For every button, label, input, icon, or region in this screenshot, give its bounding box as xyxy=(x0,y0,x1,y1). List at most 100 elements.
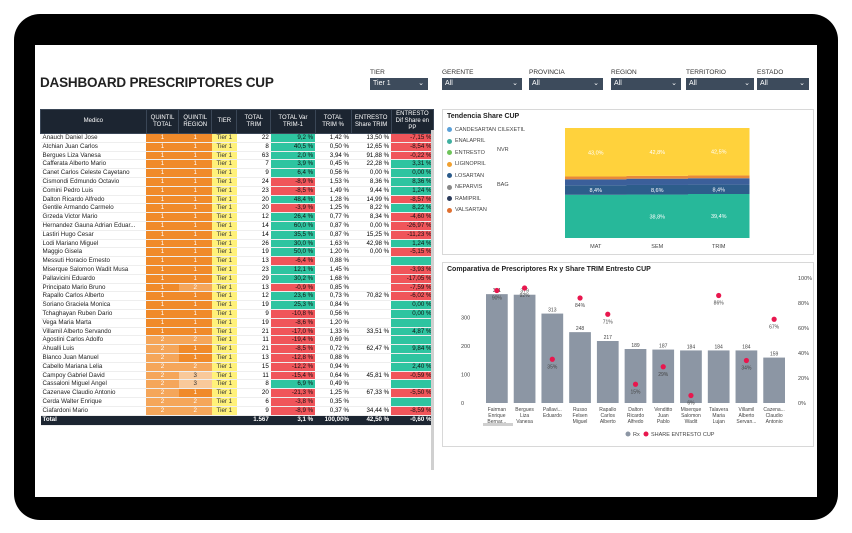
table-row[interactable]: Miserque Salomon Wadit Musa 1 1 Tier 1 23 12,… xyxy=(40,265,434,275)
dashboard-screen: DASHBOARD PRESCRIPTORES CUP TIER Tier 1 ⌄ G… xyxy=(35,45,817,497)
share-point[interactable] xyxy=(743,357,750,364)
stack-segment[interactable] xyxy=(688,128,750,176)
stack-segment[interactable] xyxy=(565,185,627,195)
table-row[interactable]: Cafferata Alberto Mario 1 1 Tier 1 7 3,9 % 0,4… xyxy=(40,159,434,170)
stack-segment[interactable] xyxy=(626,175,689,179)
table-row[interactable]: Dalton Ricardo Alfredo 1 1 Tier 1 20 48,4 % 1,… xyxy=(40,195,434,205)
stack-segment[interactable] xyxy=(565,179,627,186)
share-point[interactable] xyxy=(716,292,722,299)
column-header[interactable]: ENTRESTO Dif Share en PP xyxy=(390,109,435,134)
table-row[interactable]: Soriano Graciela Monica 1 1 Tier 1 19 25,3 % 0… xyxy=(40,300,434,310)
column-header[interactable]: TIER xyxy=(211,109,238,134)
rx-bar[interactable] xyxy=(513,294,536,403)
share-point[interactable] xyxy=(660,364,666,370)
rx-bar[interactable] xyxy=(486,294,508,403)
stack-segment[interactable] xyxy=(626,178,689,185)
chart-scrollbar[interactable] xyxy=(483,423,513,426)
stack-segment[interactable] xyxy=(688,175,750,179)
share-point[interactable] xyxy=(577,295,583,301)
table-row[interactable]: Canet Carlos Celeste Cayetano 1 1 Tier 1 9 6,… xyxy=(40,168,434,178)
legend-item[interactable]: ENTRESTO xyxy=(447,147,525,159)
legend-item[interactable]: LOSARTAN xyxy=(447,170,525,182)
table-row[interactable]: Rapallo Carlos Alberto 1 1 Tier 1 12 23,6 % 0,… xyxy=(40,291,434,302)
legend-item[interactable]: LIGINOPRIL xyxy=(447,159,525,171)
column-header[interactable]: TOTAL TRIM xyxy=(236,109,272,134)
rx-bar[interactable] xyxy=(707,350,730,403)
rx-bar[interactable] xyxy=(763,357,785,403)
table-row[interactable]: Cismondi Edmundo Octavio 1 1 Tier 1 24 -8,9 %… xyxy=(40,177,434,187)
filter-provincia[interactable]: PROVINCIA All ⌄ xyxy=(529,69,603,90)
rx-bar[interactable] xyxy=(624,349,647,403)
share-point[interactable] xyxy=(549,356,555,362)
legend-item[interactable]: VALSARTAN xyxy=(447,205,525,217)
filter-tier[interactable]: TIER Tier 1 ⌄ xyxy=(370,69,428,90)
rx-bar[interactable] xyxy=(680,350,702,403)
table-row[interactable]: Atchian Juan Carlos 1 1 Tier 1 8 40,5 % 0,50 %… xyxy=(40,142,434,152)
share-point[interactable] xyxy=(632,381,639,387)
table-row[interactable]: Messuti Horacio Ernesto 1 1 Tier 1 13 -6,4 % 0… xyxy=(40,256,434,266)
rx-bar[interactable] xyxy=(735,350,758,403)
stack-segment[interactable] xyxy=(688,194,750,238)
share-point[interactable] xyxy=(771,316,777,322)
table-row[interactable]: Villamil Alberto Servando 1 1 Tier 1 21 -17,0… xyxy=(40,327,434,337)
table-row[interactable]: Campoy Gabriel David 2 3 Tier 1 11 -15,4 % 0,6… xyxy=(40,371,434,381)
table-row[interactable]: Cassaloni Miguel Angel 2 3 Tier 1 8 6,9 % 0,49… xyxy=(40,379,434,390)
legend-item[interactable]: ENALAPRIL xyxy=(447,136,525,148)
table-row[interactable]: Agostini Carlos Adolfo 2 2 Tier 1 11 -19,4 % 0… xyxy=(40,335,434,346)
table-row[interactable]: Tchaghayan Ruben Dario 1 1 Tier 1 9 -10,8 % 0,… xyxy=(40,309,434,319)
filter-dropdown[interactable]: All ⌄ xyxy=(611,78,681,90)
table-row[interactable]: Anauch Daniel Jose 1 1 Tier 1 22 9,2 % 1,42 % 1… xyxy=(40,133,434,143)
table-row[interactable]: Vega Maria Marta 1 1 Tier 1 19 -8,6 % 1,20 % xyxy=(40,318,434,328)
table-row[interactable]: Bergues Liza Vanesa 1 1 Tier 1 63 2,0 % 3,94 %… xyxy=(40,151,434,161)
legend-item[interactable]: NEPARVIS xyxy=(447,182,525,194)
table-row[interactable]: Principato Mario Bruno 1 2 Tier 1 13 -0,9 % 0,… xyxy=(40,283,434,293)
column-header[interactable]: QUINTIL REGION xyxy=(178,109,213,134)
table-row[interactable]: Cerda Walter Enrique 2 2 Tier 1 6 -3,8 % 0,35 … xyxy=(40,397,434,407)
column-header[interactable]: Medico xyxy=(40,109,147,134)
table-row[interactable]: Cazenave Claudio Antonio 2 1 Tier 1 20 -21,3 … xyxy=(40,388,434,398)
stack-segment[interactable] xyxy=(626,184,689,195)
filter-estado[interactable]: ESTADO All ⌄ xyxy=(757,69,809,90)
table-scrollbar[interactable] xyxy=(431,130,434,470)
stack-segment[interactable] xyxy=(688,184,750,194)
stack-segment[interactable] xyxy=(626,194,689,238)
table-row[interactable]: Ahualli Luis 2 1 Tier 1 21 -8,5 % 0,72 % 62,47 … xyxy=(40,344,434,354)
stack-segment[interactable] xyxy=(626,128,689,176)
table-row[interactable]: Grzeda Victor Mario 1 1 Tier 1 12 26,4 % 0,77 … xyxy=(40,212,434,222)
stack-segment[interactable] xyxy=(565,194,627,238)
filter-gerente[interactable]: GERENTE All ⌄ xyxy=(442,69,522,90)
filter-dropdown[interactable]: Tier 1 ⌄ xyxy=(370,78,428,90)
column-header[interactable]: ENTRESTO Share TRIM xyxy=(350,109,392,134)
filter-dropdown[interactable]: All ⌄ xyxy=(686,78,754,90)
rx-bar[interactable] xyxy=(596,341,619,403)
legend-item[interactable]: CANDESARTAN CILEXETIL xyxy=(447,124,525,136)
column-header[interactable]: QUINTIL TOTAL xyxy=(145,109,180,134)
table-row[interactable]: Gentile Armando Carmelo 1 1 Tier 1 20 -3,9 % 1… xyxy=(40,203,434,214)
share-point[interactable] xyxy=(688,392,694,399)
table-row[interactable]: Ciafardoni Mario 2 2 Tier 1 9 -8,9 % 0,37 % 34,… xyxy=(40,406,434,416)
filter-dropdown[interactable]: All ⌄ xyxy=(529,78,603,90)
rx-bar[interactable] xyxy=(569,332,591,403)
filter-dropdown[interactable]: All ⌄ xyxy=(757,78,809,90)
table-row[interactable]: Lastiri Hugo Cesar 1 1 Tier 1 14 35,5 % 0,87 %… xyxy=(40,230,434,240)
table-row[interactable]: Blanco Juan Manuel 2 1 Tier 1 13 -12,8 % 0,88 … xyxy=(40,353,434,363)
share-point[interactable] xyxy=(521,285,528,291)
table-row[interactable]: Maggio Gisela 1 1 Tier 1 19 50,0 % 1,20 % 0,00 … xyxy=(40,247,434,258)
filter-dropdown[interactable]: All ⌄ xyxy=(442,78,522,90)
share-point[interactable] xyxy=(605,311,611,317)
stack-segment[interactable] xyxy=(688,178,750,185)
table-row[interactable]: Pallavicini Eduardo 1 1 Tier 1 29 30,2 % 1,68 … xyxy=(40,274,434,284)
legend-item[interactable]: RAMIPRIL xyxy=(447,193,525,205)
table-row[interactable]: Cabello Mariana Lelia 2 2 Tier 1 15 -12,2 % 0,… xyxy=(40,362,434,372)
column-header[interactable]: TOTAL TRIM % xyxy=(314,109,352,134)
filter-region[interactable]: REGION All ⌄ xyxy=(611,69,681,90)
rx-bar[interactable] xyxy=(652,349,675,403)
share-point[interactable] xyxy=(494,287,500,294)
filter-territorio[interactable]: TERRITORIO All ⌄ xyxy=(686,69,754,90)
stack-segment[interactable] xyxy=(565,128,627,177)
stack-segment[interactable] xyxy=(565,176,627,180)
column-header[interactable]: TOTAL Var TRIM-1 xyxy=(270,109,316,134)
table-row[interactable]: Comini Pedro Luis 1 1 Tier 1 23 -8,5 % 1,49 % 9… xyxy=(40,186,434,196)
table-row[interactable]: Lodi Mariano Miguel 1 1 Tier 1 26 30,0 % 1,63 … xyxy=(40,239,434,249)
